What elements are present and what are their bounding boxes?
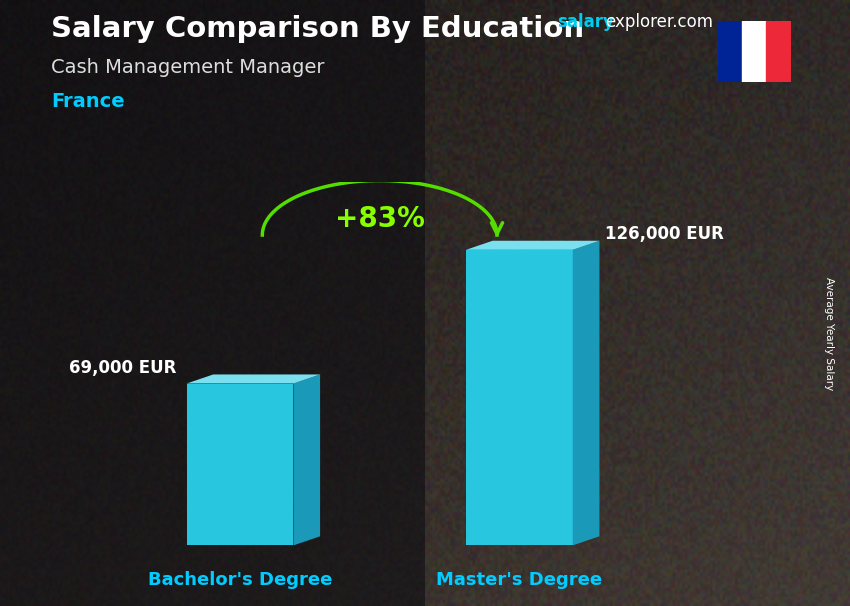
Text: Salary Comparison By Education: Salary Comparison By Education (51, 15, 584, 43)
FancyBboxPatch shape (187, 384, 293, 545)
Text: salary: salary (557, 13, 614, 32)
Text: Master's Degree: Master's Degree (436, 571, 603, 589)
Text: +83%: +83% (335, 205, 425, 233)
Text: 69,000 EUR: 69,000 EUR (69, 359, 176, 377)
Polygon shape (293, 375, 320, 545)
Bar (767, 21, 791, 82)
Text: France: France (51, 92, 125, 111)
Polygon shape (573, 241, 599, 545)
Text: Bachelor's Degree: Bachelor's Degree (148, 571, 332, 589)
Text: 126,000 EUR: 126,000 EUR (605, 225, 723, 243)
Polygon shape (187, 375, 320, 384)
Polygon shape (466, 241, 599, 250)
Bar (742, 21, 767, 82)
FancyBboxPatch shape (466, 250, 573, 545)
Bar (718, 21, 742, 82)
Text: explorer.com: explorer.com (605, 13, 713, 32)
Text: Cash Management Manager: Cash Management Manager (51, 58, 325, 76)
Text: Average Yearly Salary: Average Yearly Salary (824, 277, 834, 390)
